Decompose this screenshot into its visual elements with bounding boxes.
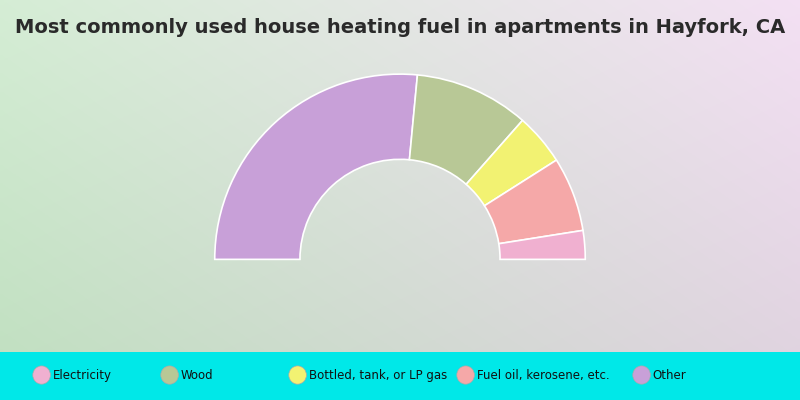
Ellipse shape: [457, 366, 474, 384]
Text: Fuel oil, kerosene, etc.: Fuel oil, kerosene, etc.: [477, 368, 610, 382]
Ellipse shape: [289, 366, 306, 384]
Wedge shape: [499, 230, 586, 259]
Wedge shape: [466, 120, 557, 206]
Wedge shape: [410, 75, 522, 184]
Ellipse shape: [33, 366, 50, 384]
Text: Wood: Wood: [181, 368, 214, 382]
Text: Most commonly used house heating fuel in apartments in Hayfork, CA: Most commonly used house heating fuel in…: [15, 18, 785, 37]
Wedge shape: [485, 160, 583, 244]
Text: Electricity: Electricity: [53, 368, 112, 382]
Ellipse shape: [161, 366, 178, 384]
Text: Bottled, tank, or LP gas: Bottled, tank, or LP gas: [309, 368, 447, 382]
Text: Other: Other: [653, 368, 686, 382]
Ellipse shape: [633, 366, 650, 384]
Wedge shape: [214, 74, 418, 259]
